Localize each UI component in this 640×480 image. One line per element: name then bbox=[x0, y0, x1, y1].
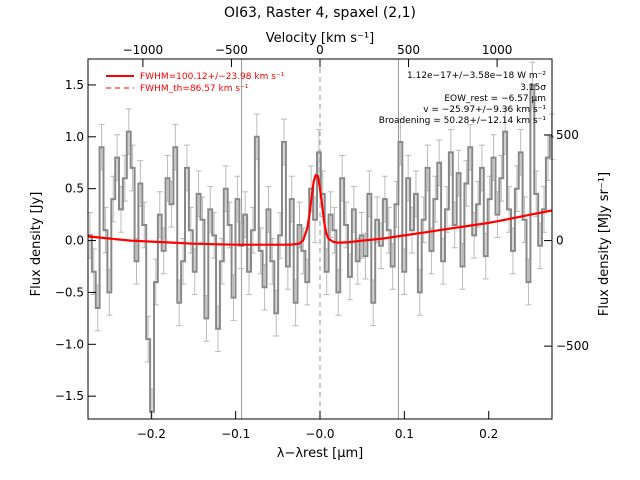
annotation-broadening: Broadening = 50.28+/−12.14 km s⁻¹ bbox=[379, 116, 547, 126]
annotation-flux: 1.12e−17+/−3.58e−18 W m⁻² bbox=[407, 71, 546, 81]
annotation-eow: EOW_rest = −6.57 μm bbox=[444, 94, 546, 104]
top-tick-label: −1000 bbox=[123, 43, 164, 57]
legend: FWHM=100.12+/−23.98 km s⁻¹ FWHM_th=86.57… bbox=[106, 72, 285, 94]
spectrum-series bbox=[88, 83, 554, 413]
right-tick-label: 0 bbox=[556, 234, 564, 248]
y-tick-label: −1.5 bbox=[55, 389, 84, 403]
right-tick-label: 500 bbox=[556, 128, 579, 142]
chart-title: OI63, Raster 4, spaxel (2,1) bbox=[224, 5, 416, 21]
right-axis-label: Flux density [MJy sr⁻¹] bbox=[597, 172, 612, 316]
annotation-sigma: 3.15σ bbox=[520, 83, 546, 93]
right-tick-label: −500 bbox=[556, 339, 589, 353]
annotation-velocity: v = −25.97+/−9.36 km s⁻¹ bbox=[423, 105, 546, 115]
top-tick-label: 0 bbox=[316, 43, 324, 57]
y-tick-label: 1.5 bbox=[65, 78, 84, 92]
fit-series bbox=[87, 173, 553, 246]
x-tick-label: 0.2 bbox=[479, 427, 498, 441]
y-tick-label: −0.5 bbox=[55, 285, 84, 299]
x-tick-label: −0.2 bbox=[137, 427, 166, 441]
axis-ticks: −0.2 −0.1 −0.0 0.1 0.2 −1000 −500 0 500 1000 −1.5 −… bbox=[55, 43, 589, 441]
fit-annotations: 1.12e−17+/−3.58e−18 W m⁻² 3.15σ EOW_rest… bbox=[379, 71, 547, 126]
top-tick-label: 1000 bbox=[482, 43, 513, 57]
plot-area: −0.2 −0.1 −0.0 0.1 0.2 −1000 −500 0 500 1000 −1.5 −… bbox=[55, 43, 589, 441]
y-tick-label: 1.0 bbox=[65, 130, 84, 144]
legend-label: FWHM=100.12+/−23.98 km s⁻¹ bbox=[140, 72, 285, 82]
x-axis-label: λ−λrest [μm] bbox=[277, 446, 363, 461]
legend-label: FWHM_th=86.57 km s⁻¹ bbox=[140, 84, 249, 94]
top-tick-label: −500 bbox=[215, 43, 248, 57]
top-axis-label: Velocity [km s⁻¹] bbox=[266, 31, 374, 46]
y-tick-label: −1.0 bbox=[55, 337, 84, 351]
data-series bbox=[87, 83, 554, 413]
y-tick-label: 0.5 bbox=[65, 182, 84, 196]
y-tick-label: 0.0 bbox=[65, 234, 84, 248]
y-axis-label: Flux density [Jy] bbox=[29, 192, 44, 297]
x-tick-label: −0.0 bbox=[305, 427, 334, 441]
x-tick-label: −0.1 bbox=[221, 427, 250, 441]
top-tick-label: 500 bbox=[397, 43, 420, 57]
x-tick-label: 0.1 bbox=[395, 427, 414, 441]
